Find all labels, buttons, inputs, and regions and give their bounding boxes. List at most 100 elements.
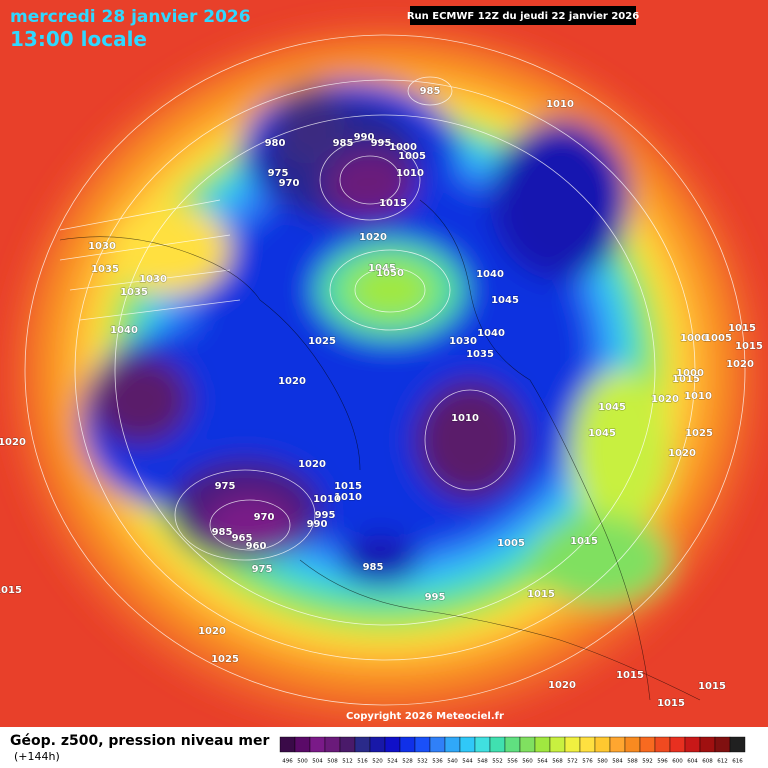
legend-swatch	[399, 736, 416, 753]
legend-label: 616	[732, 759, 743, 765]
isobar-label: 1035	[120, 287, 148, 298]
isobar-label: 995	[425, 592, 446, 603]
isobar-label: 1020	[548, 680, 576, 691]
legend-swatch	[279, 736, 296, 753]
isobar-label: 1020	[198, 626, 226, 637]
isobar-label: 1015	[527, 589, 555, 600]
legend-swatch	[609, 736, 626, 753]
legend-swatch	[714, 736, 731, 753]
isobar-label: 1000	[680, 333, 708, 344]
isobar-label: 1015	[657, 698, 685, 709]
legend-swatch	[699, 736, 716, 753]
isobar-label: 1010	[313, 494, 341, 505]
isobar-label: 1020	[651, 394, 679, 405]
legend-label: 596	[657, 759, 668, 765]
legend-swatch	[489, 736, 506, 753]
isobar-label: 1025	[308, 336, 336, 347]
legend-swatch	[504, 736, 521, 753]
legend-label: 584	[612, 759, 623, 765]
legend-label: 556	[507, 759, 518, 765]
legend-label: 612	[717, 759, 728, 765]
isobar-label: 1020	[298, 459, 326, 470]
isobar-label: 995	[371, 138, 392, 149]
legend-swatch	[579, 736, 596, 753]
legend-swatch	[654, 736, 671, 753]
legend-label: 604	[687, 759, 698, 765]
isobar-label: 1015	[334, 481, 362, 492]
isobar-label: 1005	[497, 538, 525, 549]
legend-label: 532	[417, 759, 428, 765]
isobar-label: 1015	[379, 198, 407, 209]
isobar-label: 1020	[668, 448, 696, 459]
legend-swatch	[324, 736, 341, 753]
isobar-label: 1015	[672, 374, 700, 385]
isobar-label: 1015	[728, 323, 756, 334]
legend-label: 580	[597, 759, 608, 765]
isobar-label: 1025	[211, 654, 239, 665]
isobar-label: 1005	[398, 151, 426, 162]
isobar-label: 1030	[88, 241, 116, 252]
isobar-label: 1045	[598, 402, 626, 413]
legend-label: 496	[282, 759, 293, 765]
isobar-label: 1005	[704, 333, 732, 344]
isobar-label: 1020	[726, 359, 754, 370]
isobar-label: 1015	[698, 681, 726, 692]
legend-label: 524	[387, 759, 398, 765]
legend-label: 504	[312, 759, 323, 765]
map-field	[0, 0, 768, 727]
legend-label: 536	[432, 759, 443, 765]
map-subtitle: 13:00 locale	[10, 27, 147, 51]
legend-label: 588	[627, 759, 638, 765]
isobar-label: 1010	[546, 99, 574, 110]
legend-swatch	[639, 736, 656, 753]
isobar-label: 1045	[588, 428, 616, 439]
legend-swatch	[594, 736, 611, 753]
isobar-label: 970	[254, 512, 275, 523]
isobar-label: 1010	[334, 492, 362, 503]
isobar-label: 995	[315, 510, 336, 521]
legend-label: 600	[672, 759, 683, 765]
legend-label: 512	[342, 759, 353, 765]
isobar-label: 1010	[451, 413, 479, 424]
isobar-label: 1020	[359, 232, 387, 243]
legend-swatch	[519, 736, 536, 753]
isobar-label: 985	[212, 527, 233, 538]
isobar-label: 1040	[477, 328, 505, 339]
isobar-label: 1025	[685, 428, 713, 439]
legend-swatch	[534, 736, 551, 753]
isobar-label: 1040	[476, 269, 504, 280]
legend-label: 568	[552, 759, 563, 765]
legend-swatch	[459, 736, 476, 753]
isobar-label: 975	[252, 564, 273, 575]
legend-label: 540	[447, 759, 458, 765]
isobar-label: 1045	[368, 263, 396, 274]
isobar-label: 1010	[396, 168, 424, 179]
legend-label: 576	[582, 759, 593, 765]
legend-label: 544	[462, 759, 473, 765]
isobar-label: 1020	[278, 376, 306, 387]
run-label: Run ECMWF 12Z du jeudi 22 janvier 2026	[407, 11, 639, 22]
run-box	[410, 6, 636, 25]
isobar-label: 1035	[466, 349, 494, 360]
isobar-label: 1015	[0, 585, 22, 596]
legend-swatch	[564, 736, 581, 753]
isobar-label: 985	[333, 138, 354, 149]
legend-swatch	[369, 736, 386, 753]
legend-label: 500	[297, 759, 308, 765]
legend-swatch	[414, 736, 431, 753]
isobar-label: 990	[307, 519, 328, 530]
legend-label: 552	[492, 759, 503, 765]
isobar-label: 1050	[376, 268, 404, 279]
legend-label: 560	[522, 759, 533, 765]
isobar-label: 975	[215, 481, 236, 492]
legend-swatch	[354, 736, 371, 753]
legend-swatch	[429, 736, 446, 753]
legend-label: 592	[642, 759, 653, 765]
legend-swatch	[549, 736, 566, 753]
legend-label: 520	[372, 759, 383, 765]
isobar-label: 1040	[110, 325, 138, 336]
isobar-label: 1045	[491, 295, 519, 306]
isobar-label: 1030	[139, 274, 167, 285]
legend: 496 500 504 508 512 516 520 524 528 532 536 540 544 5…	[279, 736, 746, 765]
